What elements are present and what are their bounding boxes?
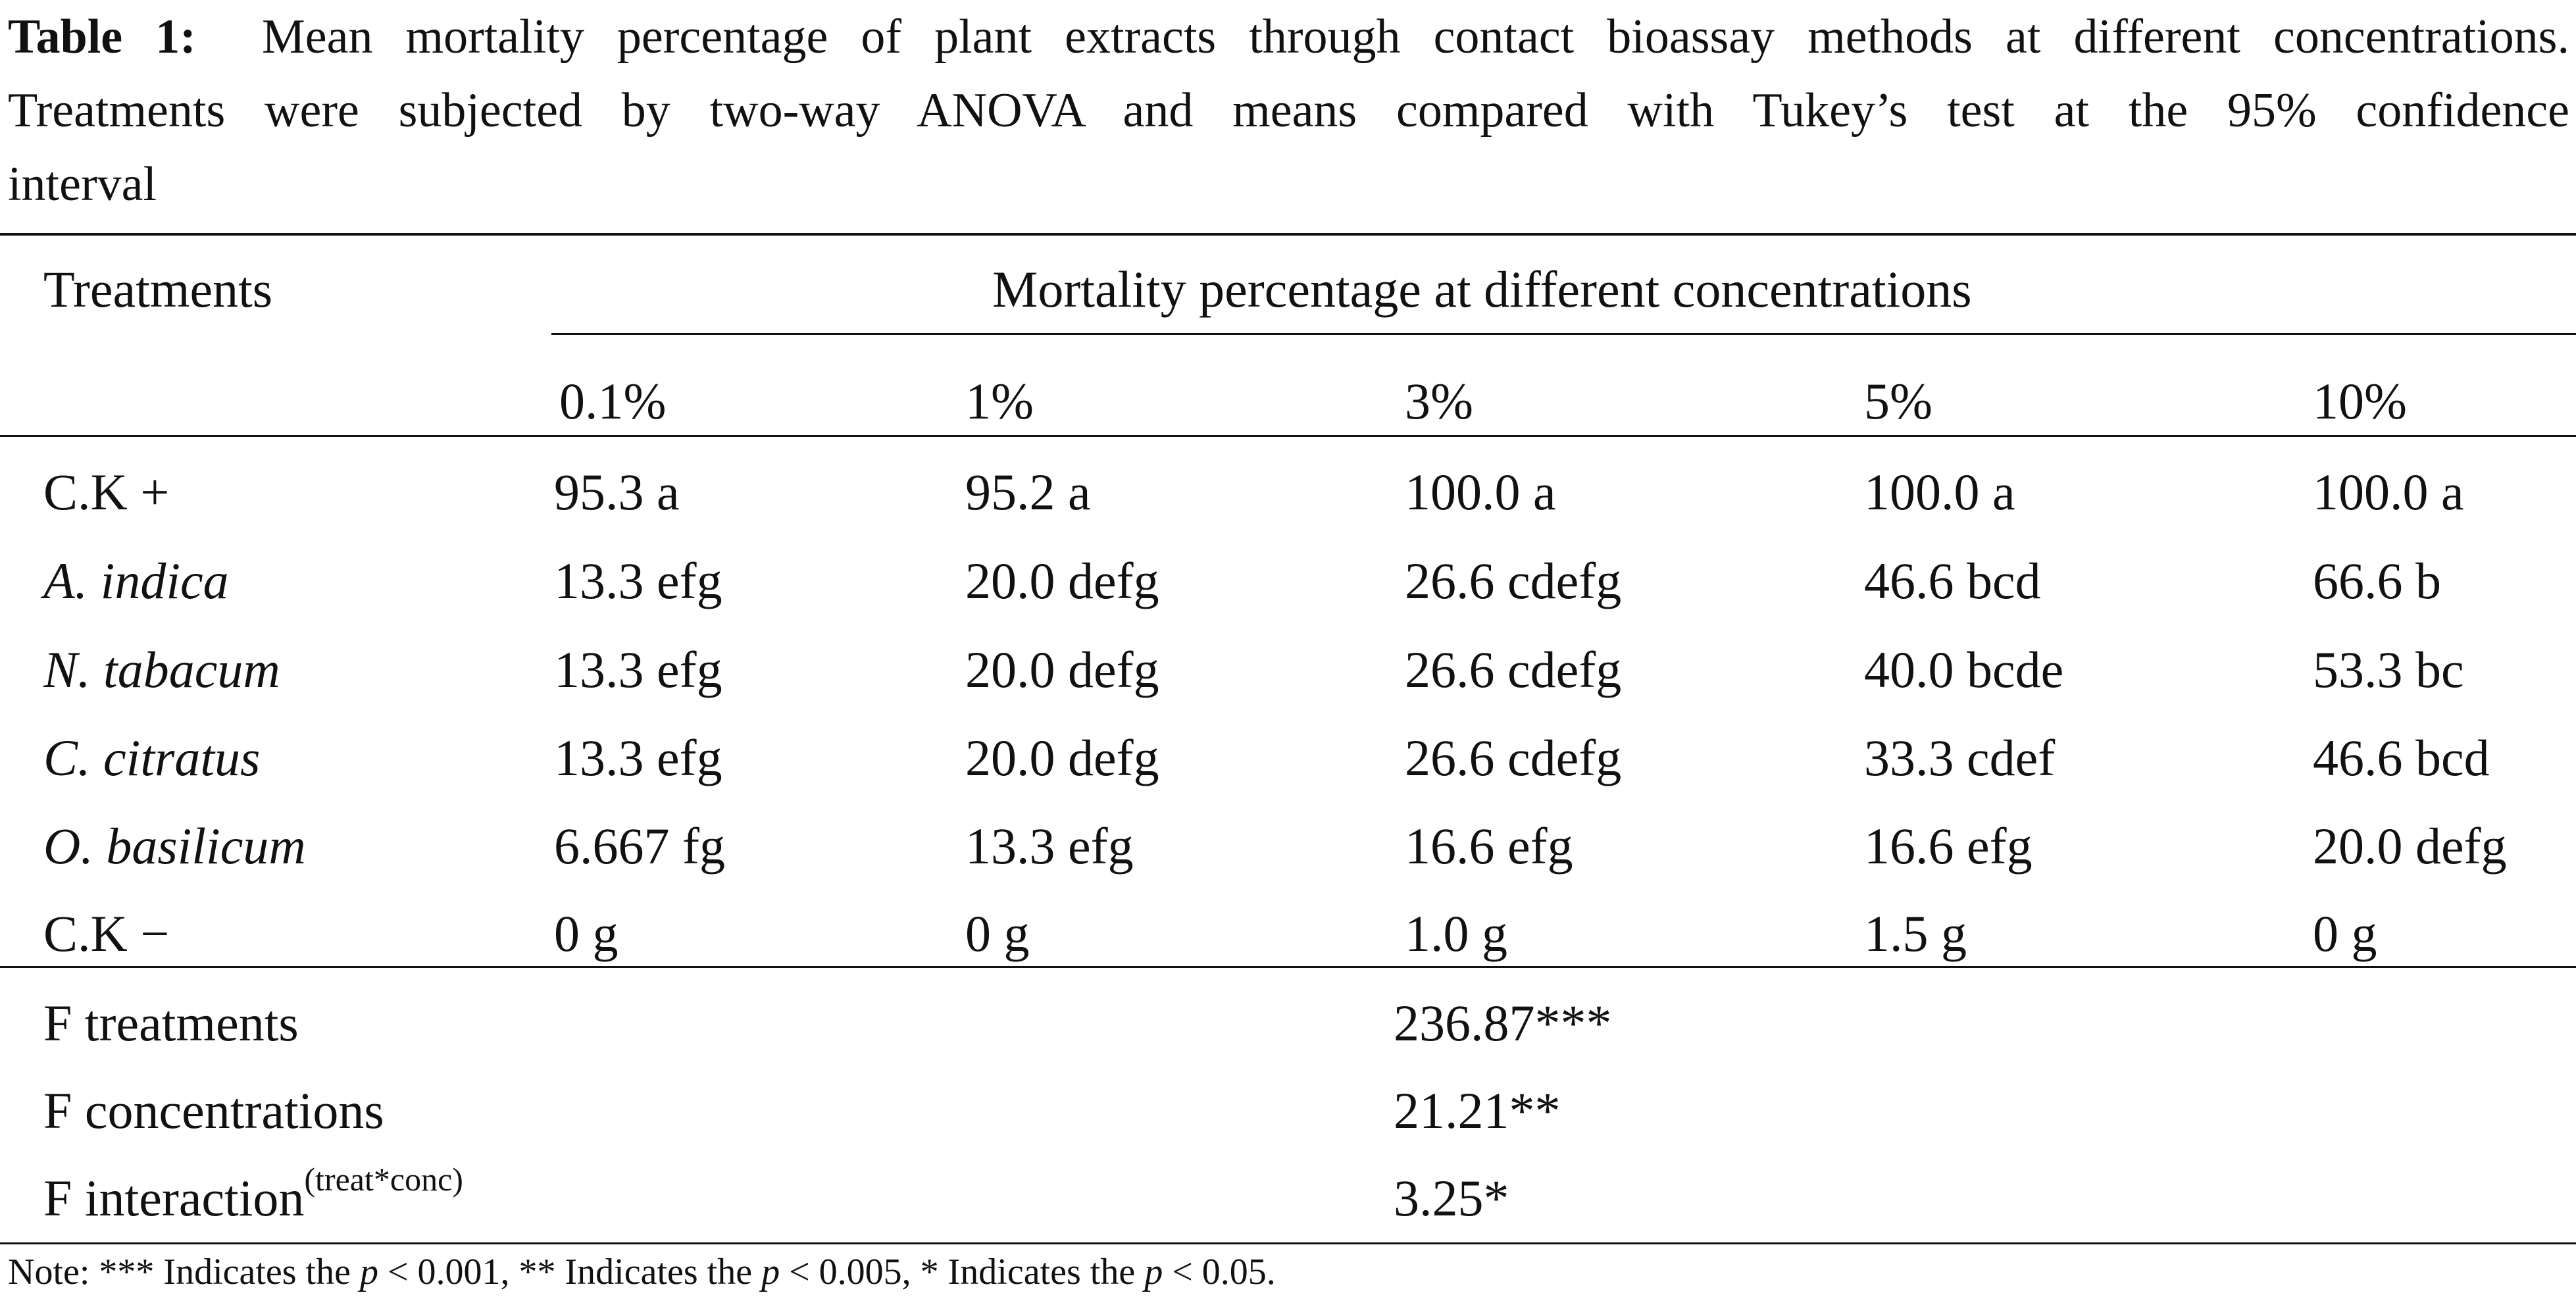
table-cell: 40.0 bcde xyxy=(1864,641,2064,698)
table-cell: 33.3 cdef xyxy=(1864,729,2056,786)
group-header-rule xyxy=(551,333,2576,335)
table-cell: 20.0 defg xyxy=(965,729,1159,786)
stat-value-concentrations: 21.21** xyxy=(1394,1082,1561,1139)
stat-label-interaction-text: F interaction xyxy=(43,1169,305,1227)
note-part-3: < 0.05. xyxy=(1172,1252,1276,1292)
note-p-3: p xyxy=(1144,1252,1163,1292)
treatment-c-citratus: C. citratus xyxy=(43,729,261,786)
table-cell: 66.6 b xyxy=(2313,552,2441,609)
table-cell: 20.0 defg xyxy=(2313,817,2507,875)
note-p-1: p xyxy=(359,1252,378,1292)
note-part-1: < 0.001, ** Indicates the xyxy=(387,1252,753,1292)
treatment-o-basilicum: O. basilicum xyxy=(43,817,306,875)
table-cell: 16.6 efg xyxy=(1864,817,2033,875)
table-caption: Table 1: Mean mortality percentage of pl… xyxy=(8,0,2569,221)
caption-line-2: Treatments were subjected by two-way ANO… xyxy=(8,84,2569,138)
caption-text-1: Mean mortality percentage of plant extra… xyxy=(261,10,2569,64)
stat-label-concentrations: F concentrations xyxy=(43,1082,384,1139)
table-cell: 95.2 a xyxy=(965,463,1091,521)
note-part-2: < 0.005, * Indicates the xyxy=(789,1252,1136,1292)
treatment-ck-plus: C.K + xyxy=(43,463,170,521)
table-cell: 46.6 bcd xyxy=(2313,729,2490,786)
table-cell: 20.0 defg xyxy=(965,552,1159,609)
table-cell: 1.0 g xyxy=(1405,905,1507,962)
note-p-2: p xyxy=(761,1252,780,1292)
stats-bottom-rule xyxy=(0,1242,2576,1244)
table-cell: 0 g xyxy=(554,905,619,962)
table-cell: 0 g xyxy=(2313,905,2377,962)
body-bottom-rule xyxy=(0,966,2576,968)
treatment-n-tabacum: N. tabacum xyxy=(43,641,280,698)
table-cell: 13.3 efg xyxy=(965,817,1134,875)
stat-label-treatments: F treatments xyxy=(43,994,299,1052)
conc-header-1: 1% xyxy=(965,372,1034,430)
table-cell: 6.667 fg xyxy=(554,817,725,875)
caption-line-1: Table 1: Mean mortality percentage of pl… xyxy=(8,0,2569,74)
table-cell: 1.5 g xyxy=(1864,905,1967,962)
stat-label-interaction: F interaction(treat*conc) xyxy=(43,1163,463,1228)
conc-header-0: 0.1% xyxy=(559,372,667,430)
table-cell: 46.6 bcd xyxy=(1864,552,2041,609)
stat-value-treatments: 236.87*** xyxy=(1394,994,1612,1052)
group-header: Mortality percentage at different concen… xyxy=(992,261,1972,318)
conc-header-2: 3% xyxy=(1405,372,1473,430)
table-cell: 13.3 efg xyxy=(554,641,722,698)
top-rule xyxy=(0,233,2576,236)
conc-header-3: 5% xyxy=(1864,372,1932,430)
caption-line-3: interval xyxy=(8,157,157,211)
row-header: Treatments xyxy=(43,261,273,318)
table-cell: 53.3 bc xyxy=(2313,641,2464,698)
table-cell: 20.0 defg xyxy=(965,641,1159,698)
conc-header-4: 10% xyxy=(2313,372,2407,430)
stat-value-interaction: 3.25* xyxy=(1394,1169,1509,1227)
table-cell: 13.3 efg xyxy=(554,552,722,609)
table-cell: 26.6 cdefg xyxy=(1405,729,1622,786)
table-cell: 0 g xyxy=(965,905,1030,962)
table-cell: 100.0 a xyxy=(2313,463,2464,521)
treatment-a-indica: A. indica xyxy=(43,552,229,609)
table-cell: 26.6 cdefg xyxy=(1405,641,1622,698)
table-label: Table 1: xyxy=(8,10,196,64)
table-cell: 95.3 a xyxy=(554,463,680,521)
table-cell: 13.3 efg xyxy=(554,729,722,786)
table-cell: 100.0 a xyxy=(1405,463,1556,521)
table-cell: 16.6 efg xyxy=(1405,817,1573,875)
note-prefix: Note: *** Indicates the xyxy=(8,1252,351,1292)
table-cell: 26.6 cdefg xyxy=(1405,552,1622,609)
treatment-ck-minus: C.K − xyxy=(43,905,170,962)
stat-label-interaction-sup: (treat*conc) xyxy=(304,1161,463,1198)
table-note: Note: *** Indicates the p < 0.001, ** In… xyxy=(8,1249,1276,1295)
header-bottom-rule xyxy=(0,435,2576,437)
table-cell: 100.0 a xyxy=(1864,463,2015,521)
